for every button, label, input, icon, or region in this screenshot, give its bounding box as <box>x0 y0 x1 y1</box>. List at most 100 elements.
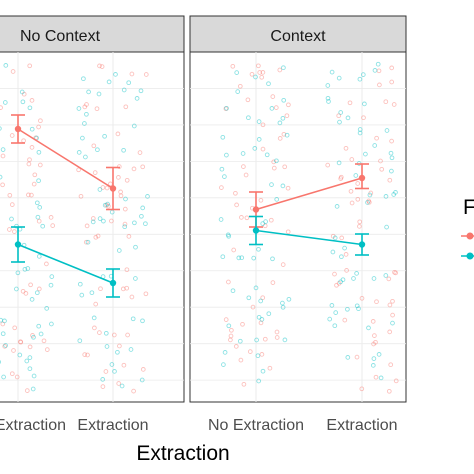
jitter-point <box>121 362 127 368</box>
jitter-point <box>327 316 333 322</box>
jitter-point <box>383 194 389 199</box>
jitter-point <box>37 205 43 210</box>
jitter-point <box>92 325 97 331</box>
jitter-point <box>339 235 345 241</box>
jitter-point <box>27 344 33 350</box>
jitter-point <box>378 158 383 164</box>
jitter-points-no-context <box>0 63 150 394</box>
jitter-point <box>0 174 3 180</box>
series-line <box>17 128 114 190</box>
jitter-point <box>389 65 395 71</box>
jitter-point <box>115 349 120 355</box>
jitter-point <box>104 185 110 191</box>
jitter-point <box>25 266 31 271</box>
means-no-context <box>11 114 120 298</box>
jitter-point <box>19 89 25 95</box>
jitter-point <box>76 150 82 155</box>
jitter-point <box>392 269 397 275</box>
jitter-point <box>27 105 33 111</box>
jitter-point <box>257 70 263 75</box>
jitter-point <box>354 303 360 309</box>
jitter-point <box>338 110 344 115</box>
jitter-point <box>140 367 146 372</box>
jitter-point <box>229 327 234 333</box>
panel-context <box>189 51 407 403</box>
jitter-point <box>115 131 121 137</box>
jitter-point <box>27 355 33 360</box>
jitter-point <box>0 147 6 152</box>
jitter-point <box>12 325 18 331</box>
jitter-point <box>24 358 30 364</box>
jitter-point <box>50 223 56 228</box>
jitter-point <box>123 104 129 110</box>
jitter-point <box>84 102 89 107</box>
jitter-point <box>387 329 393 335</box>
jitter-point <box>256 119 262 124</box>
jitter-point <box>329 69 335 75</box>
jitter-point <box>256 63 261 69</box>
jitter-point <box>281 65 286 71</box>
jitter-point <box>77 281 83 287</box>
legend: F <box>461 196 474 260</box>
jitter-point <box>226 233 232 239</box>
jitter-point <box>38 331 44 337</box>
jitter-point <box>345 306 350 312</box>
gridlines-context <box>190 52 406 402</box>
jitter-point <box>256 137 262 142</box>
jitter-point <box>254 337 259 343</box>
jitter-point <box>285 185 291 191</box>
jitter-point <box>85 352 90 358</box>
jitter-point <box>102 202 108 208</box>
jitter-point <box>7 227 12 232</box>
jitter-point <box>0 331 6 337</box>
jitter-point <box>345 355 351 360</box>
jitter-point <box>36 254 42 259</box>
jitter-point <box>351 276 356 281</box>
jitter-point <box>31 181 37 187</box>
jitter-point <box>121 147 126 153</box>
jitter-point <box>76 106 82 111</box>
jitter-point <box>389 168 394 174</box>
jitter-point <box>224 105 229 111</box>
jitter-point <box>103 330 109 336</box>
jitter-point <box>23 291 29 296</box>
jitter-point <box>99 64 105 69</box>
jitter-point <box>219 166 225 172</box>
jitter-point <box>354 354 360 360</box>
jitter-point <box>18 339 23 345</box>
jitter-point <box>26 161 32 167</box>
jitter-point <box>348 188 354 194</box>
jitter-point <box>79 292 85 298</box>
jitter-point <box>137 150 143 155</box>
jitter-point <box>245 97 251 103</box>
facet-no-context: No Context <box>0 15 185 403</box>
jitter-point <box>384 224 389 230</box>
jitter-point <box>251 255 257 261</box>
jitter-point <box>90 216 96 221</box>
jitter-point <box>355 196 361 202</box>
jitter-point <box>239 215 244 220</box>
series-line <box>255 229 363 246</box>
legend-key-series-1 <box>461 232 474 240</box>
jitter-point <box>106 203 111 209</box>
jitter-point <box>357 219 363 225</box>
jitter-point <box>103 369 109 374</box>
jitter-point <box>44 306 50 311</box>
jitter-point <box>34 200 40 206</box>
jitter-point <box>221 362 226 367</box>
jitter-point <box>234 202 239 208</box>
jitter-point <box>280 183 286 189</box>
jitter-point <box>239 255 245 261</box>
jitter-point <box>0 126 2 131</box>
jitter-point <box>233 190 238 196</box>
jitter-point <box>383 99 389 105</box>
jitter-point <box>260 122 266 128</box>
jitter-point <box>266 81 271 87</box>
jitter-point <box>77 338 83 344</box>
jitter-point <box>90 219 96 225</box>
jitter-point <box>29 192 34 198</box>
jitter-point <box>274 329 280 335</box>
jitter-point <box>337 119 342 125</box>
jitter-point <box>34 290 40 296</box>
jitter-point <box>119 383 125 389</box>
